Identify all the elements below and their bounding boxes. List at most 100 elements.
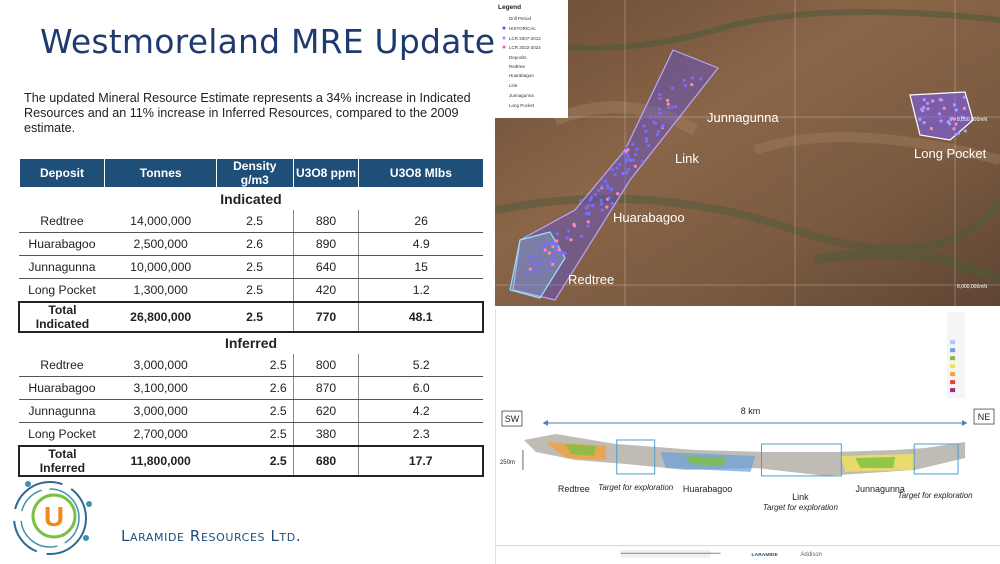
drillhole-marker: [590, 203, 594, 208]
cell-mlbs: 6.0: [358, 376, 483, 400]
drillhole-marker: [624, 149, 628, 153]
cell-ppm: 420: [292, 278, 359, 302]
drillhole-marker: [605, 205, 609, 209]
drillhole-marker: [644, 139, 648, 143]
mineralisation-zone: [855, 456, 896, 468]
drillhole-marker: [584, 206, 588, 210]
drillhole-marker: [536, 269, 540, 274]
drillhole-marker: [546, 268, 550, 273]
drillhole-marker: [660, 125, 664, 129]
drillhole-marker: [929, 126, 933, 131]
section-label: Indicated: [220, 190, 282, 207]
sw-label: SW: [505, 414, 520, 424]
drillhole-marker: [952, 117, 956, 121]
drillhole-marker: [532, 262, 536, 266]
drillhole-marker: [631, 142, 635, 146]
drillhole-marker: [656, 129, 661, 133]
cell-tonnes: 26,800,000: [104, 300, 217, 333]
header-mlbs: U3O8 Mlbs: [358, 158, 484, 188]
ne-label: NE: [978, 412, 990, 422]
grade-swatch: [950, 364, 956, 369]
grade-swatch: [950, 380, 956, 385]
cell-mlbs: 1.2: [358, 278, 483, 302]
drillhole-marker: [557, 248, 561, 252]
cell-mlbs: 4.2: [358, 399, 483, 423]
section-label-target: Target for exploration: [898, 491, 974, 500]
mre-table: Deposit Tonnes Density g/m3 U3O8 ppm U3O…: [18, 158, 485, 477]
logo-dot: [25, 481, 31, 487]
drillhole-marker: [633, 152, 638, 156]
drillhole-marker: [938, 97, 942, 102]
drillhole-marker: [962, 106, 966, 111]
drillhole-marker: [952, 103, 957, 107]
drillhole-marker: [555, 247, 559, 252]
drillhole-marker: [552, 258, 557, 262]
section-label-link-target: Target for exploration: [763, 503, 839, 512]
drillhole-marker: [541, 245, 545, 249]
drillhole-marker: [599, 198, 603, 202]
cell-tonnes: 1,300,000: [104, 278, 217, 302]
legend-title: Legend: [498, 4, 521, 11]
drillhole-marker: [624, 158, 628, 162]
drillhole-marker: [628, 157, 632, 161]
drillhole-marker: [535, 254, 539, 258]
deposit-map: Legend Drill Period HISTORICAL LCR 2007-…: [495, 0, 1000, 306]
drillhole-marker: [565, 236, 569, 240]
cell-tonnes: 10,000,000: [104, 255, 217, 279]
cell-deposit: Huarabagoo: [19, 232, 105, 256]
cell-mlbs: 5.2: [358, 353, 483, 377]
drillhole-marker: [533, 269, 537, 273]
drillhole-marker: [954, 108, 958, 112]
cell-density: 2.5: [216, 255, 294, 279]
drillhole-marker: [555, 239, 559, 243]
section-background: [496, 310, 1000, 564]
drillhole-marker: [613, 173, 617, 177]
drillhole-marker: [632, 158, 636, 162]
depth-label: 250m: [500, 460, 515, 466]
drillhole-marker: [960, 115, 964, 119]
drillhole-marker: [647, 144, 651, 148]
drillhole-marker: [624, 146, 628, 150]
drillhole-marker: [641, 159, 645, 163]
footer-company: Addison: [800, 552, 822, 558]
drillhole-marker: [579, 234, 583, 238]
drillhole-marker: [554, 241, 558, 245]
cell-ppm: 640: [292, 255, 359, 279]
cell-ppm: 380: [292, 422, 359, 446]
logo-letter: U: [44, 501, 64, 532]
legend-marker: [502, 26, 506, 30]
grade-swatch: [950, 356, 956, 361]
legend-item: LCR 2007-2012: [509, 36, 541, 41]
drillhole-marker: [931, 99, 935, 103]
drillhole-marker: [547, 242, 551, 246]
drillhole-marker: [954, 133, 958, 137]
drillhole-marker: [607, 196, 611, 200]
footer-logo: LARAMIDE: [751, 552, 778, 558]
cell-deposit: Long Pocket: [19, 422, 105, 446]
drillhole-marker: [618, 162, 622, 166]
table-row: Redtree 14,000,000 2.5 880 26: [19, 209, 483, 233]
section-label-redtree: Redtree: [558, 484, 590, 494]
sw-box: [501, 410, 523, 427]
table-row: Long Pocket 1,300,000 2.5 420 1.2: [19, 278, 483, 302]
terrain-ridge: [814, 248, 1000, 285]
drillhole-marker: [610, 201, 614, 205]
cell-ppm: 890: [292, 232, 359, 256]
drillhole-marker: [586, 204, 590, 208]
drillhole-marker: [555, 250, 560, 254]
drillhole-marker: [926, 107, 930, 111]
cell-deposit: Long Pocket: [19, 278, 105, 302]
drillhole-marker: [674, 105, 678, 109]
cell-mlbs: 15: [358, 255, 483, 279]
target-box: [913, 443, 959, 475]
logo-dot: [86, 501, 92, 507]
grade-swatch: [950, 372, 956, 377]
total-inferred-row: Total Inferred 11,800,000 2.5 680 17.7: [18, 444, 485, 477]
terrain-ridge: [753, 132, 1000, 165]
scale-label: 8 km: [741, 406, 760, 416]
cell-ppm: 770: [292, 300, 359, 333]
legend-item: LCR 2022-2024: [509, 45, 541, 50]
legend-marker: [502, 45, 506, 49]
section-label-target: Target for exploration: [598, 483, 674, 492]
legend-item: HISTORICAL: [509, 26, 536, 31]
